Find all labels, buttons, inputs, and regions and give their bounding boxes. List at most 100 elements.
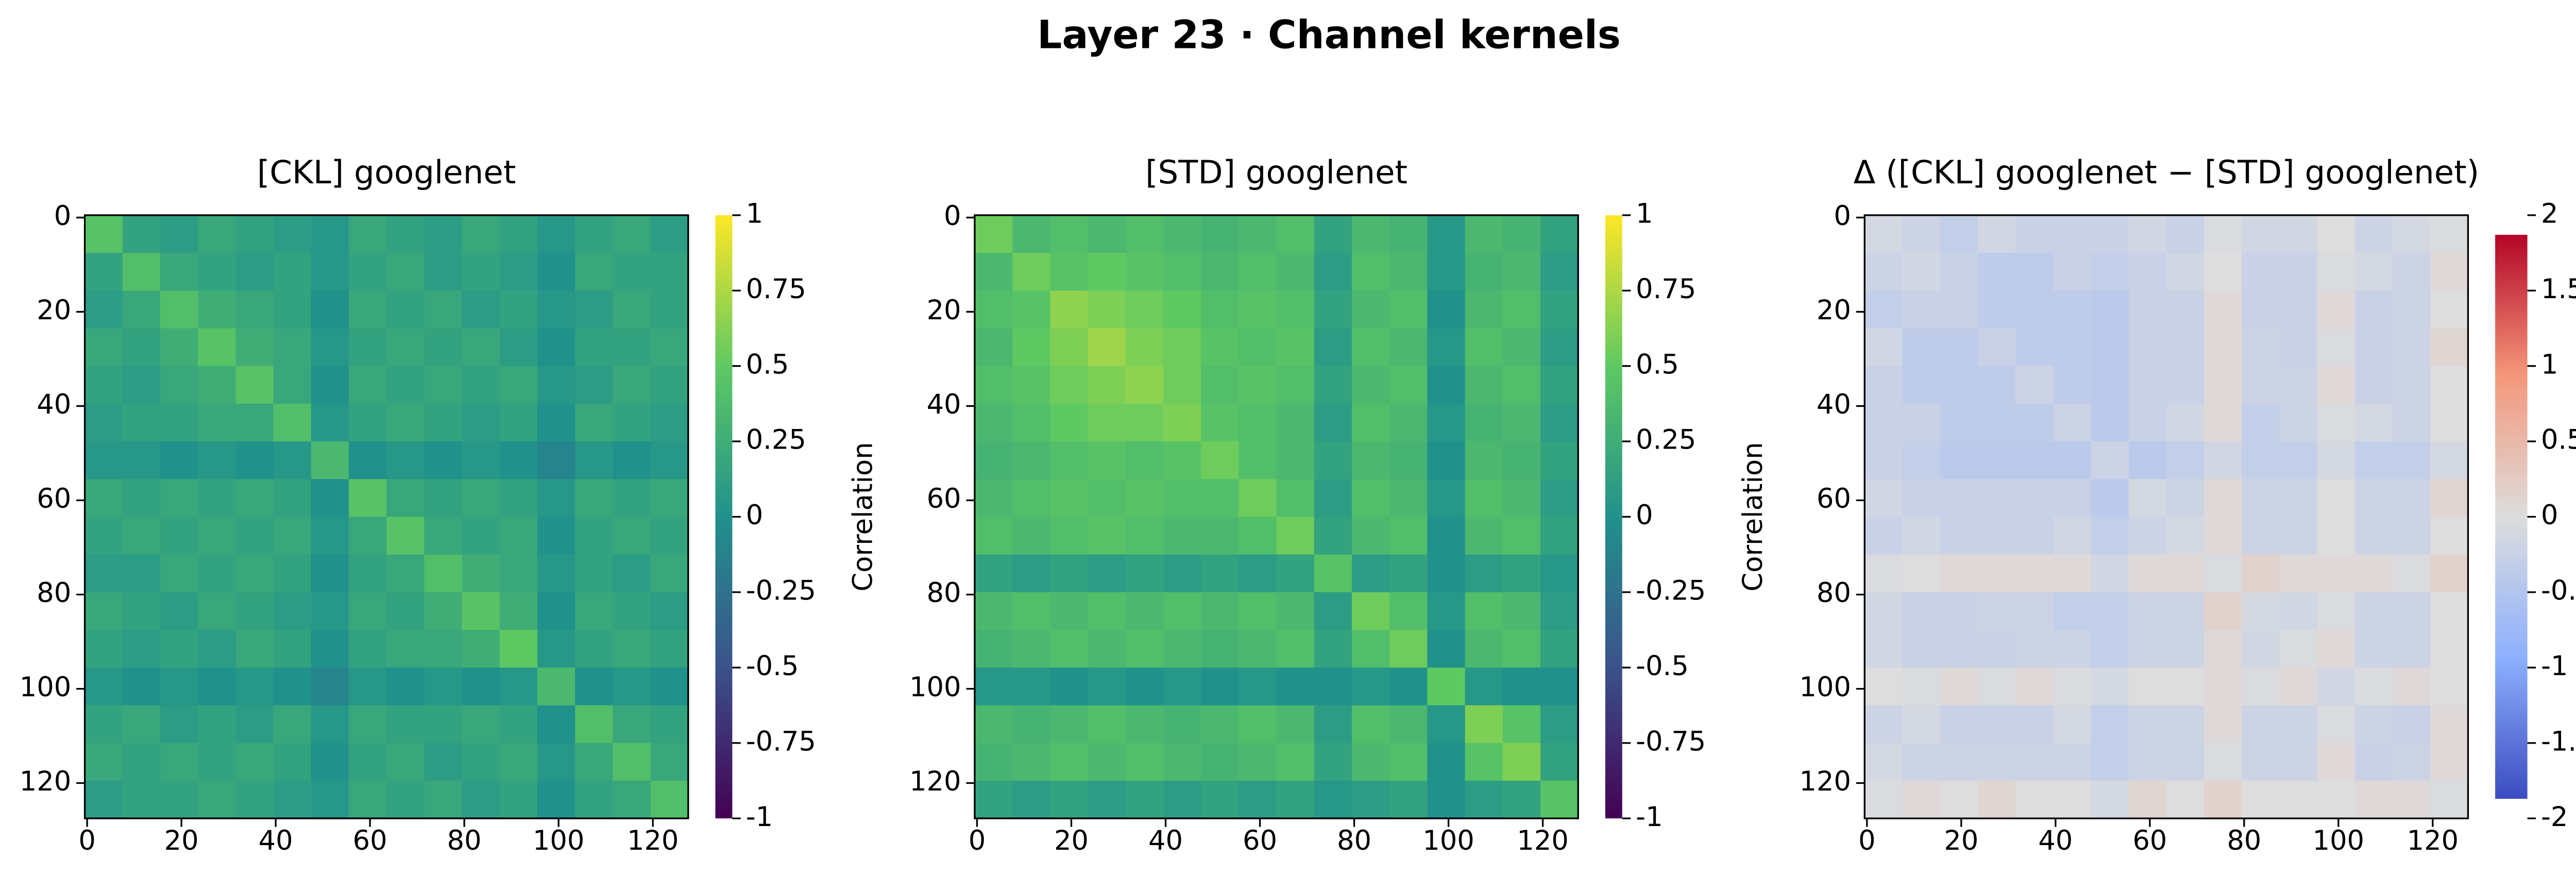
heatmap-cell xyxy=(235,366,274,404)
heatmap-cell xyxy=(1125,780,1164,819)
heatmap-cell xyxy=(1201,743,1240,781)
heatmap-cell xyxy=(2430,705,2469,744)
heatmap-cell xyxy=(462,743,500,781)
heatmap-cell xyxy=(462,667,500,706)
heatmap-cell xyxy=(1389,479,1428,518)
heatmap-cell xyxy=(348,743,387,781)
heatmap-cell xyxy=(1314,441,1352,480)
heatmap-cell xyxy=(537,479,576,518)
heatmap-cell xyxy=(1427,366,1466,404)
heatmap-cell xyxy=(2354,630,2394,668)
heatmap-cell xyxy=(2242,592,2280,631)
colorbar-tick-label: 0.5 xyxy=(1636,349,1679,380)
heatmap-cell xyxy=(2242,780,2280,819)
heatmap-cell xyxy=(2393,705,2431,744)
heatmap-cell xyxy=(974,215,1013,254)
heatmap-cell xyxy=(1902,403,1941,442)
heatmap-cell xyxy=(1940,290,1978,329)
y-tick-label: 20 xyxy=(927,295,961,326)
heatmap-cell xyxy=(273,253,312,291)
heatmap-cell xyxy=(974,554,1013,593)
heatmap-cell xyxy=(348,517,387,555)
heatmap-cell xyxy=(1012,517,1051,555)
x-tick-label: 0 xyxy=(1858,825,1875,856)
heatmap-cell xyxy=(311,403,349,442)
heatmap-cell xyxy=(1865,667,1903,706)
heatmap-cell xyxy=(2128,554,2167,593)
heatmap-cell xyxy=(2166,705,2205,744)
heatmap-cell xyxy=(2393,403,2431,442)
heatmap-cell xyxy=(84,592,123,631)
heatmap-cell xyxy=(1163,403,1202,442)
heatmap-cell xyxy=(2091,592,2129,631)
heatmap-cell xyxy=(2242,441,2280,480)
heatmap-cell xyxy=(2279,630,2318,668)
heatmap-cell xyxy=(1050,517,1089,555)
heatmap-cell xyxy=(2166,592,2205,631)
heatmap-cell xyxy=(2354,328,2394,367)
heatmap-cell xyxy=(1314,479,1352,518)
heatmap-cell xyxy=(348,366,387,404)
heatmap-cell xyxy=(1088,328,1126,367)
heatmap-cell xyxy=(2279,215,2318,254)
heatmap-cell xyxy=(2242,479,2280,518)
heatmap-cell xyxy=(1865,630,1903,668)
heatmap-cell xyxy=(2204,592,2243,631)
heatmap-cell xyxy=(1050,403,1089,442)
heatmap-cell xyxy=(273,366,312,404)
heatmap-cell xyxy=(613,366,651,404)
colorbar-tick-label: 0 xyxy=(746,500,763,531)
heatmap-cell xyxy=(2354,441,2394,480)
heatmap-cell xyxy=(1351,592,1391,631)
heatmap-cell xyxy=(1465,667,1503,706)
heatmap-cell xyxy=(1314,592,1352,631)
heatmap-cell xyxy=(1427,403,1466,442)
heatmap-cell xyxy=(386,630,425,668)
heatmap-cell xyxy=(348,441,387,480)
heatmap-cell xyxy=(2354,403,2394,442)
heatmap-cell xyxy=(386,667,425,706)
heatmap-cell xyxy=(348,780,387,819)
heatmap-cell xyxy=(84,328,123,367)
heatmap-cell xyxy=(1239,667,1277,706)
plot-frame xyxy=(83,214,689,819)
heatmap-cell xyxy=(160,366,199,404)
heatmap-cell xyxy=(1940,441,1978,480)
heatmap-cell xyxy=(198,554,236,593)
heatmap-cell xyxy=(1276,780,1315,819)
heatmap-cell xyxy=(1314,253,1352,291)
heatmap-cell xyxy=(311,743,349,781)
heatmap-cell xyxy=(499,441,538,480)
heatmap-cell xyxy=(2204,743,2243,781)
heatmap-cell xyxy=(160,517,199,555)
heatmap-cell xyxy=(2091,554,2129,593)
heatmap-cell xyxy=(1314,403,1352,442)
heatmap-cell xyxy=(2242,366,2280,404)
heatmap-cell xyxy=(2430,215,2469,254)
x-tick-label: 40 xyxy=(259,825,293,856)
heatmap-cell xyxy=(1201,403,1240,442)
heatmap-cell xyxy=(198,479,236,518)
heatmap-cell xyxy=(2128,517,2167,555)
heatmap-cell xyxy=(1088,743,1126,781)
heatmap-cell xyxy=(499,215,538,254)
heatmap-cell xyxy=(2053,479,2092,518)
heatmap-cell xyxy=(2430,743,2469,781)
heatmap-cell xyxy=(2091,780,2129,819)
heatmap-cell xyxy=(1465,630,1503,668)
heatmap-cell xyxy=(348,290,387,329)
heatmap-cell xyxy=(386,403,425,442)
heatmap-cell xyxy=(537,403,576,442)
y-tick-label: 80 xyxy=(927,577,961,609)
heatmap-cell xyxy=(1239,705,1277,744)
heatmap-cell xyxy=(1940,592,1978,631)
heatmap-cell xyxy=(1088,592,1126,631)
heatmap-cell xyxy=(2015,441,2054,480)
heatmap-cell xyxy=(575,743,614,781)
heatmap-cell xyxy=(1276,253,1315,291)
heatmap-cell xyxy=(2204,479,2243,518)
heatmap-cell xyxy=(2128,253,2167,291)
heatmap-cell xyxy=(613,328,651,367)
heatmap-cell xyxy=(1389,743,1428,781)
heatmap-cell xyxy=(198,592,236,631)
